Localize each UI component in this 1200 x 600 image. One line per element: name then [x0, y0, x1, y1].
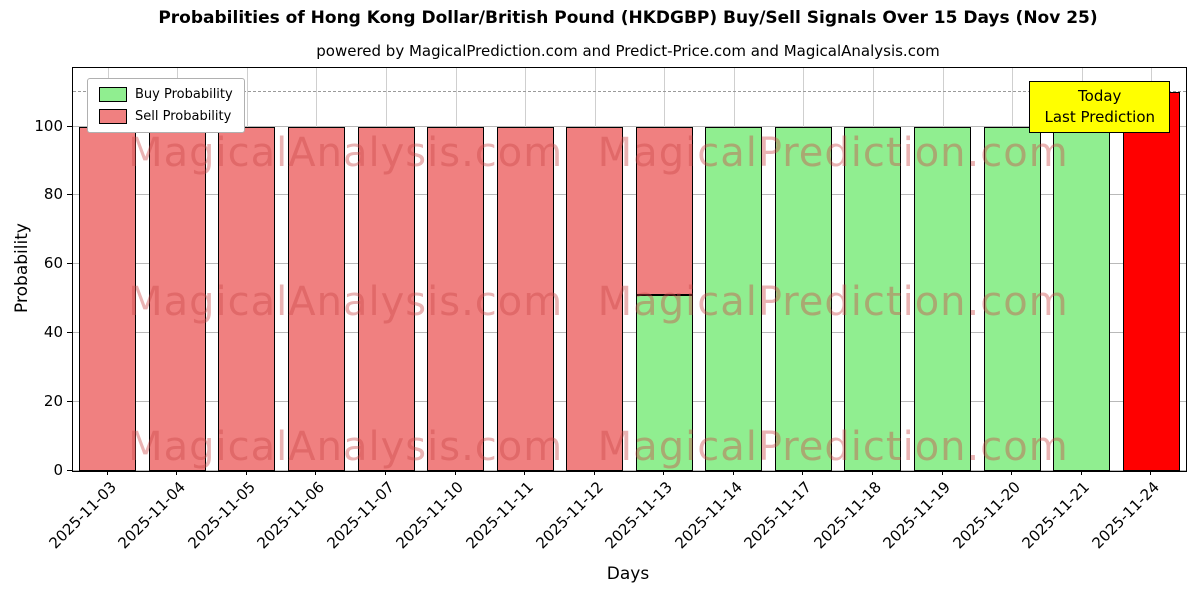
bar-segment-buy-probability-2025-11-21 [1053, 126, 1111, 471]
gridline-y-40 [73, 332, 1186, 334]
x-tick-label-2025-11-04: 2025-11-04 [114, 478, 190, 553]
today-annotation-line2: Last Prediction [1044, 108, 1155, 126]
bar-segment-today-last-prediction-2025-11-24 [1122, 92, 1180, 471]
bar-segment-sell-probability-2025-11-03 [79, 126, 137, 471]
bar-segment-buy-probability-2025-11-18 [844, 126, 902, 471]
bar-segment-sell-probability-2025-11-04 [148, 126, 206, 471]
legend: Buy Probability Sell Probability [87, 78, 245, 133]
gridline-y-60 [73, 263, 1186, 265]
y-tick-label-40: 40 [43, 323, 63, 342]
bar-segment-sell-probability-2025-11-13 [635, 126, 693, 296]
gridline-y-100 [73, 125, 1186, 127]
x-tickmark-2025-11-13 [663, 470, 665, 475]
x-tickmark-2025-11-05 [245, 470, 247, 475]
x-tickmark-2025-11-04 [176, 470, 178, 475]
y-tick-label-20: 20 [43, 392, 63, 411]
bar-segment-buy-probability-2025-11-17 [774, 126, 832, 471]
gridline-y-0 [73, 470, 1186, 471]
bar-segment-sell-probability-2025-11-05 [218, 126, 276, 471]
x-tick-label-2025-11-05: 2025-11-05 [184, 478, 259, 553]
plot-area: Buy Probability Sell Probability Today L… [72, 67, 1187, 472]
today-annotation: Today Last Prediction [1029, 81, 1170, 133]
x-axis-label: Days [606, 564, 650, 584]
sell-probability-swatch [99, 109, 127, 124]
x-tickmark-2025-11-06 [315, 470, 317, 475]
bar-segment-buy-probability-2025-11-19 [914, 126, 972, 471]
x-tickmark-2025-11-18 [871, 470, 873, 475]
x-tickmark-2025-11-21 [1080, 470, 1082, 475]
x-tick-label-2025-11-13: 2025-11-13 [601, 478, 677, 553]
today-annotation-line1: Today [1078, 87, 1122, 105]
x-tick-label-2025-11-03: 2025-11-03 [45, 478, 120, 553]
x-tick-label-2025-11-17: 2025-11-17 [740, 478, 816, 553]
bar-segment-sell-probability-2025-11-06 [287, 126, 345, 471]
watermark-left-1: MagicalAnalysis.com [128, 278, 564, 325]
buy-probability-swatch [99, 87, 127, 102]
x-tick-label-2025-11-20: 2025-11-20 [949, 478, 1024, 553]
gridline-y-20 [73, 401, 1186, 403]
bar-segment-buy-probability-2025-11-13 [635, 295, 693, 471]
chart-title: Probabilities of Hong Kong Dollar/Britis… [158, 8, 1098, 28]
x-tick-label-2025-11-24: 2025-11-24 [1088, 478, 1163, 553]
x-tickmark-2025-11-14 [732, 470, 734, 475]
bar-segment-sell-probability-2025-11-11 [496, 126, 554, 471]
bar-segment-sell-probability-2025-11-12 [566, 126, 624, 471]
x-tick-label-2025-11-06: 2025-11-06 [253, 478, 329, 553]
y-tickmark-60 [67, 263, 72, 265]
x-tick-label-2025-11-07: 2025-11-07 [323, 478, 398, 553]
bar-segment-buy-probability-2025-11-14 [705, 126, 763, 471]
y-tick-label-60: 60 [43, 254, 63, 273]
x-tick-label-2025-11-18: 2025-11-18 [810, 478, 885, 553]
legend-label-buy: Buy Probability [135, 87, 233, 102]
x-tickmark-2025-11-07 [385, 470, 387, 475]
y-axis-label: Probability [12, 223, 32, 313]
x-tickmark-2025-11-24 [1150, 470, 1152, 475]
bar-segment-sell-probability-2025-11-07 [357, 126, 415, 471]
x-tickmark-2025-11-10 [454, 470, 456, 475]
x-tickmark-2025-11-19 [941, 470, 943, 475]
x-tickmark-2025-11-12 [593, 470, 595, 475]
watermark-right-1: MagicalPrediction.com [597, 278, 1069, 325]
x-tick-label-2025-11-12: 2025-11-12 [532, 478, 607, 553]
watermark-left-2: MagicalAnalysis.com [128, 423, 564, 470]
chart-subtitle: powered by MagicalPrediction.com and Pre… [316, 42, 940, 60]
legend-item-buy: Buy Probability [99, 87, 233, 102]
watermark-right-0: MagicalPrediction.com [597, 129, 1069, 176]
x-tickmark-2025-11-03 [106, 470, 108, 475]
y-tickmark-0 [67, 470, 72, 471]
x-tickmark-2025-11-17 [802, 470, 804, 475]
x-tick-label-2025-11-11: 2025-11-11 [462, 478, 537, 553]
y-tickmark-80 [67, 194, 72, 196]
legend-label-sell: Sell Probability [135, 109, 232, 124]
x-tick-label-2025-11-19: 2025-11-19 [879, 478, 955, 553]
y-tick-label-80: 80 [43, 185, 63, 204]
y-tick-label-0: 0 [53, 461, 63, 479]
legend-item-sell: Sell Probability [99, 109, 233, 124]
x-tick-label-2025-11-14: 2025-11-14 [671, 478, 746, 553]
x-tickmark-2025-11-20 [1011, 470, 1013, 475]
gridline-y-80 [73, 194, 1186, 196]
x-tickmark-2025-11-11 [524, 470, 526, 475]
bar-segment-sell-probability-2025-11-10 [427, 126, 485, 471]
today-dashed-line [73, 91, 1186, 93]
y-tickmark-40 [67, 332, 72, 334]
y-tick-label-100: 100 [34, 116, 63, 135]
y-tickmark-100 [67, 125, 72, 127]
x-tick-label-2025-11-21: 2025-11-21 [1019, 478, 1094, 553]
y-tickmark-20 [67, 401, 72, 403]
watermark-left-0: MagicalAnalysis.com [128, 129, 564, 176]
bar-segment-buy-probability-2025-11-20 [983, 126, 1041, 471]
x-tick-label-2025-11-10: 2025-11-10 [392, 478, 468, 553]
watermark-right-2: MagicalPrediction.com [597, 423, 1069, 470]
